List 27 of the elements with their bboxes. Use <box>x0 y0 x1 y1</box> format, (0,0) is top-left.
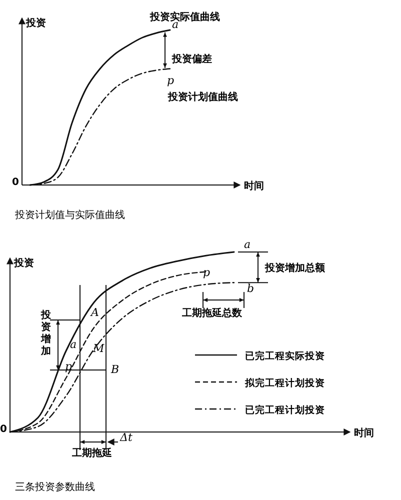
annotation: B <box>110 363 120 376</box>
annotation: A <box>90 306 99 319</box>
legend-label: 拟完工程计划投资 <box>244 377 325 389</box>
annotation: Δt <box>119 431 133 444</box>
annotation: 工期拖延总数 <box>181 307 243 319</box>
text: 投资计划值与实际值曲线 <box>14 209 125 221</box>
annotation: 投资增加总额 <box>264 262 326 274</box>
text: 工期拖延 <box>71 447 112 459</box>
text: 0 <box>0 424 7 435</box>
text: 三条投资参数曲线 <box>15 481 95 493</box>
annotation: 投资增加 <box>40 309 52 357</box>
annotation: M <box>92 342 105 355</box>
annotation: a <box>70 338 77 351</box>
annotation: p <box>167 74 174 87</box>
y-axis-title: 投资 <box>25 17 46 29</box>
annotation: p <box>65 360 72 373</box>
x-axis-title: 时间 <box>354 427 374 439</box>
annotation: 投资偏差 <box>171 53 212 65</box>
annotation: b <box>247 282 254 295</box>
x-axis-title: 时间 <box>244 180 264 192</box>
legend-label: 已完工程实际投资 <box>245 350 325 362</box>
text: 0 <box>12 177 19 188</box>
annotation: p <box>203 266 210 279</box>
text: 投资计划值曲线 <box>167 91 238 103</box>
text: a <box>244 238 251 251</box>
y-axis-title: 投资 <box>13 257 34 269</box>
legend-label: 已完工程计划投资 <box>245 404 325 416</box>
